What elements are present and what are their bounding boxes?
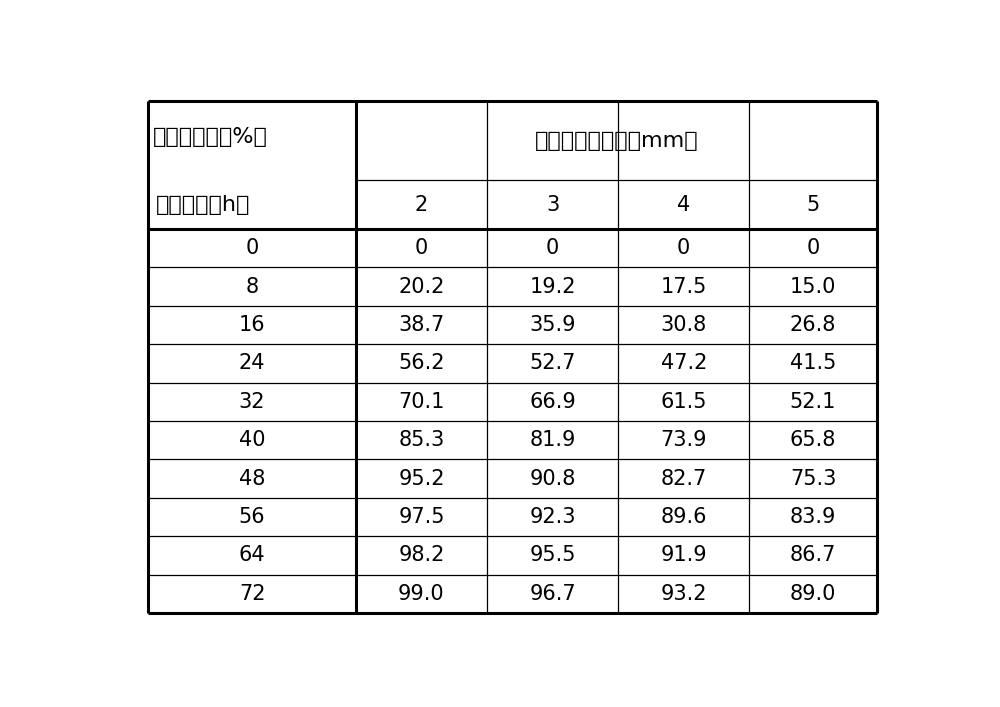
Text: 97.5: 97.5 — [398, 507, 445, 527]
Text: 98.2: 98.2 — [398, 545, 445, 566]
Text: 19.2: 19.2 — [529, 276, 576, 297]
Text: 95.5: 95.5 — [529, 545, 576, 566]
Text: 91.9: 91.9 — [660, 545, 707, 566]
Text: 3: 3 — [546, 194, 559, 215]
Text: 99.0: 99.0 — [398, 584, 445, 604]
Text: 0: 0 — [806, 238, 820, 258]
Text: 86.7: 86.7 — [790, 545, 836, 566]
Text: 92.3: 92.3 — [529, 507, 576, 527]
Text: 20.2: 20.2 — [398, 276, 445, 297]
Text: 82.7: 82.7 — [661, 469, 707, 489]
Text: 56: 56 — [239, 507, 265, 527]
Text: 转化时间（h）: 转化时间（h） — [156, 194, 250, 215]
Text: 41.5: 41.5 — [790, 354, 836, 373]
Text: 52.7: 52.7 — [529, 354, 576, 373]
Text: 0: 0 — [245, 238, 259, 258]
Text: 89.0: 89.0 — [790, 584, 836, 604]
Text: 2: 2 — [415, 194, 428, 215]
Text: 32: 32 — [239, 392, 265, 411]
Text: 5: 5 — [806, 194, 820, 215]
Text: 30.8: 30.8 — [661, 315, 707, 335]
Text: 90.8: 90.8 — [529, 469, 576, 489]
Text: 4: 4 — [677, 194, 690, 215]
Text: 65.8: 65.8 — [790, 430, 836, 450]
Text: 17.5: 17.5 — [661, 276, 707, 297]
Text: 固定化颗粒直径（mm）: 固定化颗粒直径（mm） — [534, 131, 698, 151]
Text: 83.9: 83.9 — [790, 507, 836, 527]
Text: 61.5: 61.5 — [660, 392, 707, 411]
Text: 40: 40 — [239, 430, 265, 450]
Text: 47.2: 47.2 — [661, 354, 707, 373]
Text: 0: 0 — [415, 238, 428, 258]
Text: 48: 48 — [239, 469, 265, 489]
Text: 95.2: 95.2 — [398, 469, 445, 489]
Text: 38.7: 38.7 — [398, 315, 445, 335]
Text: 89.6: 89.6 — [660, 507, 707, 527]
Text: 70.1: 70.1 — [398, 392, 445, 411]
Text: 8: 8 — [245, 276, 259, 297]
Text: 0: 0 — [546, 238, 559, 258]
Text: 24: 24 — [239, 354, 265, 373]
Text: 0: 0 — [677, 238, 690, 258]
Text: 75.3: 75.3 — [790, 469, 836, 489]
Text: 72: 72 — [239, 584, 265, 604]
Text: 64: 64 — [239, 545, 265, 566]
Text: 73.9: 73.9 — [660, 430, 707, 450]
Text: 摩尔转化率（%）: 摩尔转化率（%） — [153, 127, 268, 146]
Text: 35.9: 35.9 — [529, 315, 576, 335]
Text: 26.8: 26.8 — [790, 315, 836, 335]
Text: 96.7: 96.7 — [529, 584, 576, 604]
Text: 16: 16 — [239, 315, 265, 335]
Text: 85.3: 85.3 — [398, 430, 445, 450]
Text: 15.0: 15.0 — [790, 276, 836, 297]
Text: 52.1: 52.1 — [790, 392, 836, 411]
Text: 56.2: 56.2 — [398, 354, 445, 373]
Text: 81.9: 81.9 — [529, 430, 576, 450]
Text: 66.9: 66.9 — [529, 392, 576, 411]
Text: 93.2: 93.2 — [660, 584, 707, 604]
